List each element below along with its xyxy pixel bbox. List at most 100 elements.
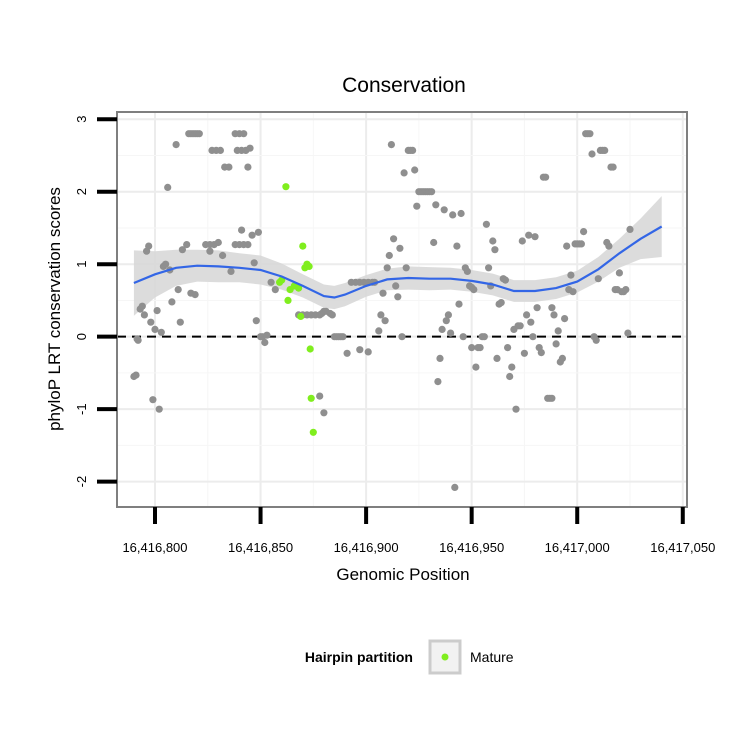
y-axis-title: phyloP LRT conservation scores xyxy=(45,187,64,431)
data-point-other xyxy=(520,349,529,357)
data-point-other xyxy=(157,328,165,336)
data-point-other xyxy=(594,275,602,283)
data-point-other xyxy=(567,271,575,279)
confidence-ribbon xyxy=(133,196,662,316)
data-point-other xyxy=(183,241,191,249)
data-point-other xyxy=(476,344,484,352)
data-point-other xyxy=(470,286,478,294)
data-point-other xyxy=(164,183,172,191)
data-point-mature xyxy=(297,312,305,320)
data-point-mature xyxy=(309,428,317,436)
data-point-other xyxy=(455,300,463,308)
data-point-other xyxy=(216,146,224,154)
data-point-other xyxy=(444,311,452,319)
data-point-other xyxy=(615,269,624,277)
x-axis-title: Genomic Position xyxy=(336,565,469,584)
data-point-other xyxy=(588,150,596,158)
data-point-other xyxy=(561,315,569,323)
data-point-other xyxy=(132,371,140,379)
data-point-other xyxy=(624,329,632,337)
y-tick-label: 2 xyxy=(74,188,89,195)
data-point-other xyxy=(409,146,417,154)
data-point-other xyxy=(491,246,499,254)
data-point-other xyxy=(411,166,419,174)
data-point-other xyxy=(451,483,459,491)
data-point-other xyxy=(554,327,562,335)
data-point-other xyxy=(580,228,588,236)
data-point-other xyxy=(168,298,176,306)
data-point-other xyxy=(271,286,279,294)
data-point-other xyxy=(246,144,254,152)
data-point-mature xyxy=(307,394,315,402)
data-point-other xyxy=(385,251,393,260)
data-point-other xyxy=(267,278,275,286)
data-point-other xyxy=(558,354,567,362)
data-point-other xyxy=(482,220,490,228)
data-point-other xyxy=(147,318,155,326)
data-point-other xyxy=(250,259,258,267)
x-tick-label: 16,417,000 xyxy=(545,540,610,555)
data-point-other xyxy=(176,318,184,326)
data-point-other xyxy=(497,299,505,307)
data-point-other xyxy=(468,344,476,352)
data-point-other xyxy=(356,346,364,354)
data-point-other xyxy=(552,340,560,348)
data-point-other xyxy=(219,251,227,260)
data-point-other xyxy=(428,188,436,196)
data-point-other xyxy=(375,327,383,335)
data-point-other xyxy=(328,311,336,319)
data-point-mature xyxy=(306,345,314,353)
data-point-other xyxy=(316,392,324,400)
data-point-other xyxy=(400,169,408,177)
data-point-other xyxy=(440,206,448,214)
data-point-other xyxy=(244,241,252,249)
data-point-other xyxy=(453,242,461,250)
data-point-other xyxy=(506,372,514,381)
data-point-other xyxy=(398,333,406,341)
data-point-other xyxy=(457,209,465,218)
data-point-other xyxy=(493,354,501,362)
data-point-other xyxy=(489,237,497,245)
data-point-other xyxy=(480,333,488,341)
data-point-other xyxy=(339,333,347,341)
smooth-trend-line xyxy=(133,225,663,299)
data-point-other xyxy=(516,322,524,330)
data-point-other xyxy=(174,286,182,294)
data-point-other xyxy=(178,246,186,254)
data-point-other xyxy=(537,349,545,357)
data-point-other xyxy=(195,130,203,138)
data-point-mature xyxy=(299,242,307,250)
data-point-other xyxy=(605,242,613,250)
data-point-other xyxy=(430,238,438,247)
y-axis: -2 -1 0 1 2 3 xyxy=(74,116,117,487)
points-layer xyxy=(130,130,634,491)
y-tick-label: -1 xyxy=(74,403,89,415)
x-tick-label: 16,417,050 xyxy=(650,540,715,555)
data-point-other xyxy=(501,276,509,284)
data-point-other xyxy=(134,336,142,344)
x-axis: 16,416,800 16,416,850 16,416,900 16,416,950… xyxy=(122,507,715,555)
data-point-mature xyxy=(284,296,292,304)
legend: Hairpin partition Mature xyxy=(305,639,514,675)
data-point-other xyxy=(138,302,146,310)
data-point-other xyxy=(227,267,235,275)
data-point-other xyxy=(140,311,148,319)
y-tick-label: 1 xyxy=(74,261,89,268)
panel-border xyxy=(116,111,688,508)
data-point-other xyxy=(214,238,222,247)
data-point-other xyxy=(364,348,372,356)
data-point-other xyxy=(542,173,550,181)
data-point-other xyxy=(149,396,157,404)
confidence-ribbon-layer xyxy=(133,196,662,316)
data-point-other xyxy=(449,211,457,219)
data-point-other xyxy=(508,363,516,371)
data-point-other xyxy=(402,264,410,272)
data-point-other xyxy=(432,201,440,209)
data-point-other xyxy=(206,247,214,255)
data-point-other xyxy=(191,291,199,299)
data-point-other xyxy=(162,260,170,268)
data-point-other xyxy=(533,304,541,312)
data-point-other xyxy=(622,286,630,294)
legend-label-mature: Mature xyxy=(470,649,514,665)
